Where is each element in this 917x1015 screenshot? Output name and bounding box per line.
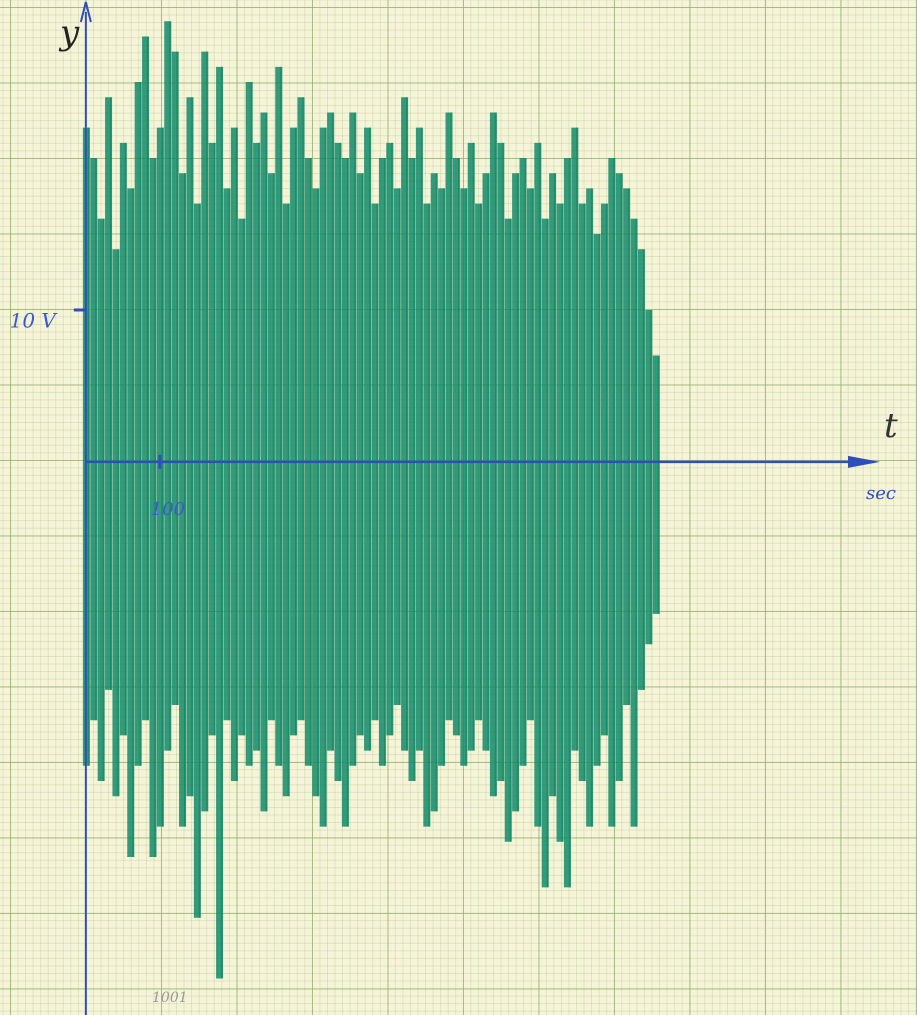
y-axis-label: y — [58, 13, 80, 53]
x-unit: sec — [866, 483, 896, 504]
y-tick-label: 10 V — [10, 308, 59, 332]
chart: y t sec 1001 10 V 100 — [0, 0, 917, 1015]
pencil-note: 1001 — [152, 990, 188, 1006]
x-axis-label: t — [884, 406, 898, 446]
x-arrow — [848, 456, 880, 468]
x-tick-label: 100 — [151, 499, 185, 520]
